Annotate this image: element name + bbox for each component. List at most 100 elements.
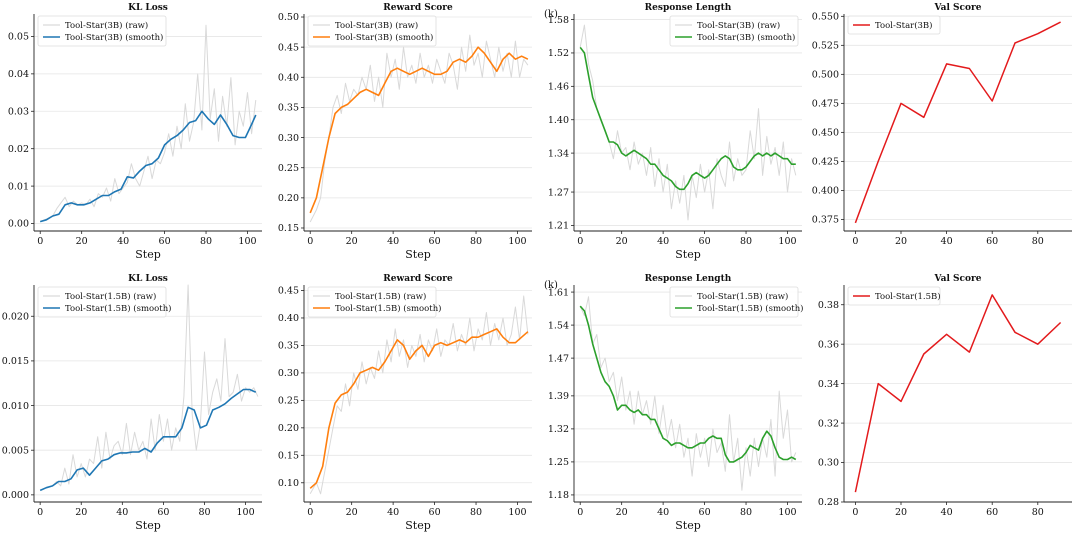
y-tick-label: 0.15 <box>278 223 299 234</box>
x-axis-label: Step <box>135 519 161 532</box>
y-tick-label: 0.45 <box>278 286 299 297</box>
x-tick-label: 0 <box>577 507 583 518</box>
series-line-raw <box>40 24 257 223</box>
y-tick-label: 0.34 <box>818 379 839 390</box>
x-tick-label: 20 <box>895 507 907 518</box>
series-line-smooth <box>39 388 257 492</box>
y-tick-label: 0.50 <box>278 12 299 23</box>
chart-title: Response Length <box>645 274 732 284</box>
y-tick-label: 1.27 <box>548 187 569 198</box>
x-tick-label: 40 <box>387 507 399 518</box>
x-tick-label: 0 <box>37 507 43 518</box>
chart-panel-rs3: Reward Score 0.15 0.20 0.25 0.30 0.35 0.40 0.45… <box>278 3 532 261</box>
legend-label: Tool-Star(3B) (smooth) <box>697 32 795 43</box>
series-line-raw <box>309 34 529 223</box>
x-tick-label: 100 <box>778 507 796 518</box>
x-axis-label: Step <box>135 248 161 261</box>
chart-panel-rl3: Response Length (k) 1.21 1.27 1.34 1.40 1.46 1.… <box>544 3 802 261</box>
series-line-smooth <box>579 305 797 463</box>
x-tick-label: 0 <box>307 507 313 518</box>
series-line-raw <box>39 284 259 491</box>
legend-box <box>307 286 437 318</box>
legend-label: Tool-Star(1.5B) (raw) <box>697 291 788 302</box>
legend-label: Tool-Star(1.5B) (smooth) <box>335 303 441 314</box>
y-tick-label: 0.01 <box>8 181 29 192</box>
y-unit-label: (k) <box>544 280 558 291</box>
legend-label: Tool-Star(3B) <box>875 20 933 31</box>
legend-box <box>37 286 167 318</box>
legend-label: Tool-Star(3B) (raw) <box>65 20 148 31</box>
y-tick-label: 1.47 <box>548 353 569 364</box>
y-tick-label: 1.18 <box>548 490 569 501</box>
x-tick-label: 40 <box>657 236 669 247</box>
y-tick-label: 0.00 <box>8 219 29 230</box>
legend-box <box>669 15 799 47</box>
y-tick-label: 0.30 <box>278 133 299 144</box>
series-line-raw <box>309 295 529 495</box>
x-tick-label: 20 <box>76 236 88 247</box>
legend-box <box>307 15 437 47</box>
chart-title: KL Loss <box>128 274 168 284</box>
y-tick-label: 1.34 <box>548 148 569 159</box>
y-tick-label: 0.35 <box>278 103 299 114</box>
legend-label: Tool-Star(1.5B) (smooth) <box>697 303 803 314</box>
x-tick-label: 80 <box>200 236 212 247</box>
y-tick-label: 0.425 <box>812 157 839 168</box>
x-tick-label: 60 <box>986 236 998 247</box>
y-tick-label: 0.03 <box>8 106 29 117</box>
x-tick-label: 80 <box>740 236 752 247</box>
series-line-val <box>854 21 1061 224</box>
chart-panel-kl15: KL Loss 0.000 0.005 0.010 0.015 0.020 0 20 40 60 8… <box>2 274 262 532</box>
legend: Tool-Star(1.5B) (raw)Tool-Star(1.5B) (sm… <box>669 286 803 318</box>
y-tick-label: 1.61 <box>548 287 569 298</box>
legend-box <box>37 15 167 47</box>
y-tick-label: 0.475 <box>812 99 839 110</box>
x-tick-label: 40 <box>116 507 128 518</box>
legend-box <box>847 15 941 35</box>
y-tick-label: 0.40 <box>278 313 299 324</box>
y-tick-label: 0.32 <box>818 418 839 429</box>
x-tick-label: 20 <box>346 236 358 247</box>
chart-title: Reward Score <box>383 3 453 13</box>
y-tick-label: 1.54 <box>548 320 569 331</box>
legend: Tool-Star(3B) (raw)Tool-Star(3B) (smooth… <box>669 15 799 47</box>
x-tick-label: 60 <box>699 507 711 518</box>
legend-label: Tool-Star(3B) (raw) <box>697 20 780 31</box>
x-tick-label: 20 <box>616 236 628 247</box>
y-tick-label: 1.25 <box>548 457 569 468</box>
chart-title: KL Loss <box>128 3 168 13</box>
y-tick-label: 0.525 <box>812 41 839 52</box>
y-unit-label: (k) <box>544 9 558 20</box>
legend: Tool-Star(3B) (raw)Tool-Star(3B) (smooth… <box>307 15 437 47</box>
x-tick-label: 20 <box>895 236 907 247</box>
series-line-smooth <box>309 46 529 214</box>
y-tick-label: 0.25 <box>278 396 299 407</box>
legend-label: Tool-Star(3B) (smooth) <box>65 32 163 43</box>
x-tick-label: 20 <box>616 507 628 518</box>
legend: Tool-Star(1.5B) (raw)Tool-Star(1.5B) (sm… <box>307 286 441 318</box>
y-tick-label: 0.28 <box>818 497 839 508</box>
x-tick-label: 80 <box>1032 236 1044 247</box>
y-tick-label: 0.30 <box>278 368 299 379</box>
x-tick-label: 0 <box>37 236 43 247</box>
legend: Tool-Star(3B) <box>847 15 941 35</box>
x-tick-label: 0 <box>852 236 858 247</box>
legend-label: Tool-Star(1.5B) <box>875 291 941 302</box>
x-tick-label: 20 <box>75 507 87 518</box>
y-tick-label: 0.375 <box>812 215 839 226</box>
x-tick-label: 40 <box>117 236 129 247</box>
x-tick-label: 100 <box>238 236 256 247</box>
x-tick-label: 80 <box>470 507 482 518</box>
legend-box <box>847 286 941 306</box>
legend-label: Tool-Star(1.5B) (raw) <box>65 291 156 302</box>
series-line-raw <box>579 296 797 491</box>
y-tick-label: 0.015 <box>2 356 29 367</box>
x-tick-label: 0 <box>852 507 858 518</box>
x-tick-label: 60 <box>429 507 441 518</box>
y-tick-label: 0.36 <box>818 339 839 350</box>
chart-title: Val Score <box>934 3 982 13</box>
y-tick-label: 0.400 <box>812 186 839 197</box>
chart-title: Val Score <box>934 274 982 284</box>
legend: Tool-Star(3B) (raw)Tool-Star(3B) (smooth… <box>37 15 167 47</box>
legend-label: Tool-Star(1.5B) (smooth) <box>65 303 171 314</box>
